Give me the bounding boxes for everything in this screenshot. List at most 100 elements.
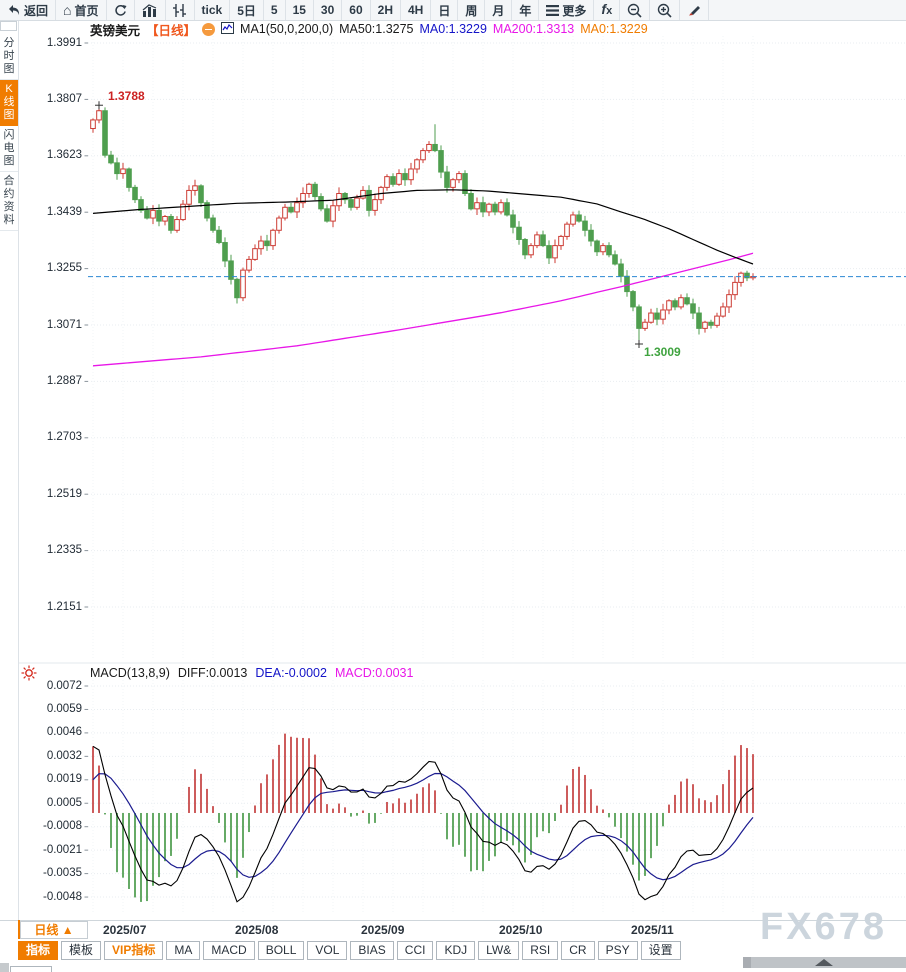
indicator-tab-14[interactable]: 设置 [640,941,681,960]
main-y-label: 1.3255 [46,262,82,275]
toolbar-item-year[interactable]: 年 [512,0,540,20]
indicator-tab-9[interactable]: KDJ [436,941,476,960]
main-y-label: 1.2335 [46,544,82,557]
indicator-tab-7[interactable]: BIAS [350,941,394,960]
indicator-tab-5[interactable]: BOLL [257,941,305,960]
ma200-line [92,252,754,367]
toolbar-item-m15[interactable]: 15 [286,0,314,20]
toolbar-item-m30[interactable]: 30 [314,0,343,20]
bottom-scrollbar[interactable] [743,957,906,968]
toolbar-item-bar-chart[interactable] [135,0,166,20]
ma0-blue-value: MA0:1.3229 [419,22,487,36]
toolbar-item-draw[interactable] [680,0,710,20]
fx-icon: fx [601,1,613,17]
home-icon: ⌂ [63,1,72,18]
toolbar-item-h2[interactable]: 2H [371,0,401,20]
macd-y-label: 0.0032 [46,749,82,762]
indicator-tab-13[interactable]: PSY [597,941,638,960]
indicator-tab-11[interactable]: RSI [522,941,559,960]
indicator-tab-4[interactable]: MACD [203,941,255,960]
watermark: FX678 [760,906,887,948]
partial-clipped-tab [10,966,52,972]
sidebar-item-3[interactable]: 合约资料 [0,172,18,231]
high-price-label: 1.3788 [108,89,145,103]
toolbar-item-month[interactable]: 月 [485,0,513,20]
main-y-label: 1.3991 [46,36,82,49]
sidebar-item-2[interactable]: 闪电图 [0,126,18,172]
toolbar-item-day[interactable]: 日 [431,0,459,20]
macd-y-label: 0.0046 [46,726,82,739]
toolbar-item-more[interactable]: 更多 [539,0,595,20]
macd-y-label: -0.0008 [42,820,82,833]
x-axis-month-label: 2025/11 [631,923,674,937]
toolbar-item-5d[interactable]: 5日 [230,0,264,20]
extreme-marker [635,340,643,349]
toolbar-item-candle-chart[interactable] [166,0,195,20]
zoom-in-icon [657,3,672,18]
toolbar-item-home[interactable]: ⌂ 首页 [56,0,107,20]
main-y-label: 1.3807 [46,92,82,105]
back-icon [7,4,21,16]
macd-diff-value: DIFF:0.0013 [177,666,248,680]
macd-dea-line [92,772,754,881]
macd-y-label: -0.0021 [42,843,82,856]
zoom-out-icon [627,3,642,18]
x-axis-month-label: 2025/10 [499,923,543,937]
scrollbar-end-cap [743,957,751,968]
extreme-marker [95,101,103,110]
ma50-value: MA50:1.3275 [339,22,414,36]
toolbar-item-h4[interactable]: 4H [401,0,432,20]
main-y-label: 1.3439 [46,205,82,218]
main-y-label: 1.3071 [46,318,82,331]
mini-chart-icon[interactable] [221,21,235,37]
toolbar-item-zoom-in[interactable] [650,0,681,20]
toolbar-item-zoom-out[interactable] [620,0,651,20]
indicator-tab-6[interactable]: VOL [307,941,348,960]
scroll-corner [0,963,9,972]
macd-y-label: 0.0072 [46,679,82,692]
toolbar-item-m60[interactable]: 60 [342,0,371,20]
indicator-tab-0[interactable]: 指标 [18,941,59,960]
toolbar-item-refresh[interactable] [107,0,135,20]
symbol-name: 英镑美元 [90,23,141,38]
indicator-tab-3[interactable]: MA [166,941,201,960]
toolbar-item-back[interactable]: 返回 [0,0,57,20]
toolbar-item-m5[interactable]: 5 [264,0,286,20]
sidebar-collapse-box[interactable] [0,21,17,31]
macd-params-label: MACD(13,8,9) [90,666,170,680]
indicator-tab-8[interactable]: CCI [396,941,434,960]
indicator-tab-1[interactable]: 模板 [61,941,102,960]
ma0-orange-value: MA0:1.3229 [580,22,648,36]
macd-diff-line [92,745,754,903]
ma50-line [92,189,754,265]
main-y-label: 1.2151 [46,600,82,613]
macd-header: MACD(13,8,9) DIFF:0.0013 DEA:-0.0002 MAC… [90,666,413,680]
toolbar-item-week[interactable]: 周 [458,0,486,20]
indicator-tab-bar: 指标 模板 VIP指标 MA MACD BOLL VOL BIAS CCI KDJ LW& RSI CR… [18,941,681,960]
indicator-settings-icon[interactable] [21,665,37,686]
macd-y-label: 0.0059 [46,702,82,715]
pencil-icon [687,3,701,17]
period-selector-button[interactable]: 日线 ▲ [20,921,88,939]
menu-icon [546,4,560,16]
chart-title-bar: 英镑美元 【日线】 MA1(50,0,200,0) MA50:1.3275 MA0… [90,21,648,38]
macd-histogram [92,733,754,902]
indicator-tab-2[interactable]: VIP指标 [104,941,164,960]
toolbar-item-fx[interactable]: fx [594,0,621,20]
gridlines [0,36,906,914]
ma-group-label: MA1(50,0,200,0) [240,22,334,36]
main-y-label: 1.2703 [46,431,82,444]
toolbar-item-tick[interactable]: tick [195,0,231,20]
main-y-label: 1.2519 [46,487,82,500]
sidebar-item-0[interactable]: 分时图 [0,34,18,80]
main-y-label: 1.2887 [46,374,82,387]
indicator-tab-12[interactable]: CR [561,941,595,960]
indicator-tab-10[interactable]: LW& [478,941,520,960]
scroll-up-arrow-icon[interactable] [815,959,833,966]
collapse-icon[interactable] [202,22,216,36]
macd-dea-value: DEA:-0.0002 [255,666,327,680]
